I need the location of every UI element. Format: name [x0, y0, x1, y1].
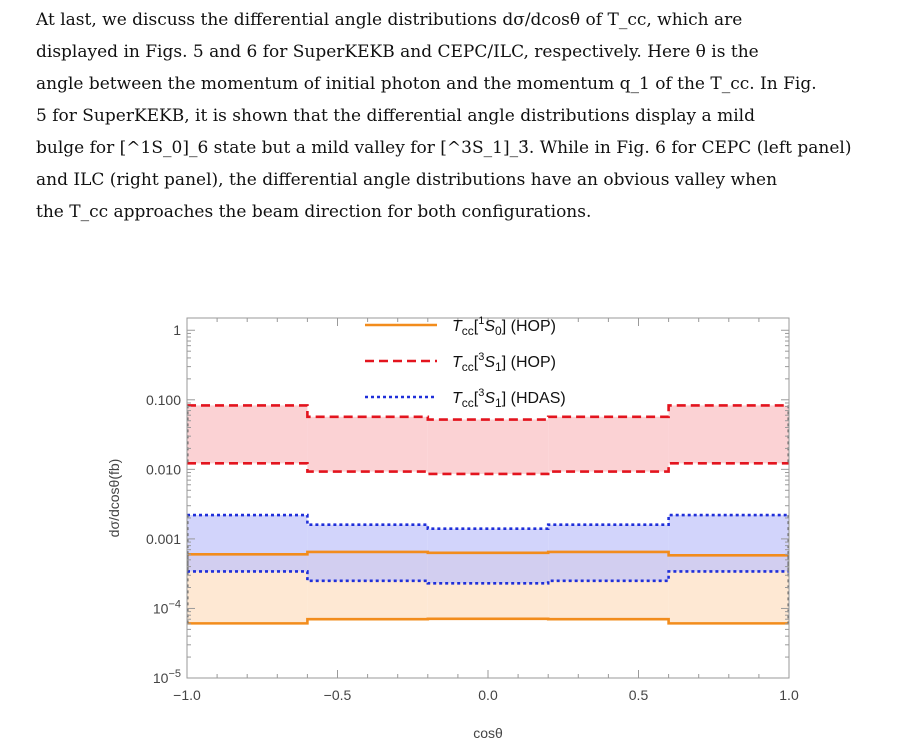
x-tick-label: −1.0: [173, 687, 201, 703]
angle-distribution-chart: −1.0 −0.5 0.0 0.5 1.0 1 0.100 0.010 0.001 10−4 10−…: [106, 315, 799, 741]
paragraph-line-6: and ILC (right panel), the differential …: [36, 170, 778, 190]
y-tick-label: 10−4: [153, 598, 181, 616]
x-tick-label: −0.5: [324, 687, 352, 703]
paragraph-line-1: At last, we discuss the differential ang…: [36, 10, 743, 30]
legend-entry-0: Tcc[1S0] (HOP): [452, 315, 556, 338]
y-tick-label: 0.100: [146, 392, 181, 408]
band-bin-s1-0: [187, 405, 308, 464]
paragraph-line-2: displayed in Figs. 5 and 6 for SuperKEKB…: [36, 42, 759, 62]
band-bin-s1-3: [548, 416, 669, 472]
y-tick-label: 10−5: [153, 668, 181, 686]
paragraph-line-7: the T_cc approaches the beam direction f…: [36, 202, 592, 222]
x-tick-label: 0.0: [478, 687, 498, 703]
chart-legend: Tcc[1S0] (HOP) Tcc[3S1] (HOP) Tcc[3S1] (HD…: [365, 315, 566, 410]
paragraph-line-5: bulge for [^1S_0]_6 state but a mild val…: [36, 138, 852, 158]
legend-entry-2: Tcc[3S1] (HDAS): [452, 387, 566, 410]
paragraph-line-3: angle between the momentum of initial ph…: [36, 74, 817, 94]
x-axis-title: cosθ: [473, 725, 503, 741]
band-bin-s2-4: [668, 515, 789, 572]
y-axis-title: dσ/dcosθ(fb): [106, 459, 122, 538]
series-line-0-lower: [187, 617, 789, 625]
legend-entry-1: Tcc[3S1] (HOP): [452, 351, 556, 374]
series-line-2-upper: [187, 513, 789, 531]
y-tick-label: 0.001: [146, 531, 181, 547]
series-lines: [187, 404, 789, 625]
band-bin-s1-1: [307, 416, 428, 472]
band-bin-s1-2: [427, 419, 549, 474]
band-bin-s1-4: [668, 405, 789, 464]
series-line-0-upper: [187, 550, 789, 557]
paragraph-line-4: 5 for SuperKEKB, it is shown that the di…: [36, 106, 755, 126]
band-bin-s2-2: [427, 528, 549, 584]
x-tick-label: 0.5: [629, 687, 649, 703]
y-tick-label: 0.010: [146, 461, 181, 477]
series-line-1-lower: [187, 462, 789, 476]
axis-ticks: −1.0 −0.5 0.0 0.5 1.0 1 0.100 0.010 0.001 10−4 10−…: [146, 318, 799, 703]
y-tick-label: 1: [173, 322, 181, 338]
series-line-2-lower: [187, 570, 789, 585]
band-bin-s2-0: [187, 515, 308, 572]
series-line-1-upper: [187, 404, 789, 421]
x-tick-label: 1.0: [779, 687, 799, 703]
paper-paragraph: At last, we discuss the differential ang…: [6, 4, 896, 228]
